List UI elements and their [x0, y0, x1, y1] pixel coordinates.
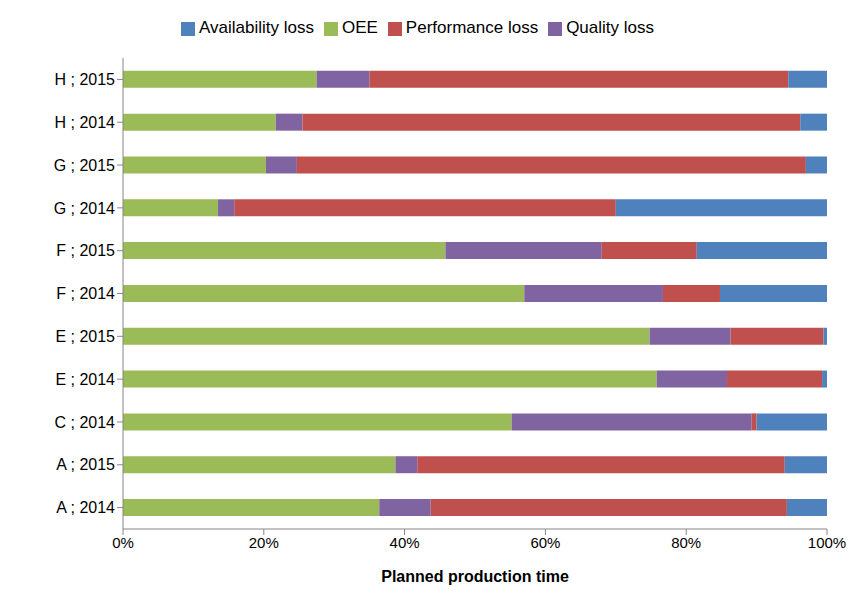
svg-text:0%: 0% [112, 534, 134, 551]
svg-text:A ; 2015: A ; 2015 [56, 456, 115, 473]
svg-text:G ; 2014: G ; 2014 [54, 200, 115, 217]
svg-text:H ; 2015: H ; 2015 [55, 71, 116, 88]
svg-text:60%: 60% [530, 534, 560, 551]
html-text:Availability loss: Availability loss [199, 18, 314, 37]
svg-text:E ; 2014: E ; 2014 [55, 371, 115, 388]
svg-text:20%: 20% [249, 534, 279, 551]
svg-text:H ; 2014: H ; 2014 [55, 114, 116, 131]
svg-text:Planned production time: Planned production time [381, 568, 569, 585]
svg-text:100%: 100% [808, 534, 846, 551]
svg-text:G ; 2015: G ; 2015 [54, 157, 115, 174]
html-text:Performance loss: Performance loss [405, 18, 539, 37]
svg-text:F ; 2014: F ; 2014 [56, 285, 115, 302]
svg-text:A ; 2014: A ; 2014 [56, 499, 115, 516]
html-text:Quality loss: Quality loss [566, 18, 654, 37]
svg-text:E ; 2015: E ; 2015 [55, 328, 115, 345]
svg-text:80%: 80% [671, 534, 701, 551]
html-text:OEE: OEE [342, 18, 378, 37]
svg-text:C ; 2014: C ; 2014 [55, 414, 116, 431]
svg-text:40%: 40% [390, 534, 420, 551]
svg-text:F ; 2015: F ; 2015 [56, 242, 115, 259]
